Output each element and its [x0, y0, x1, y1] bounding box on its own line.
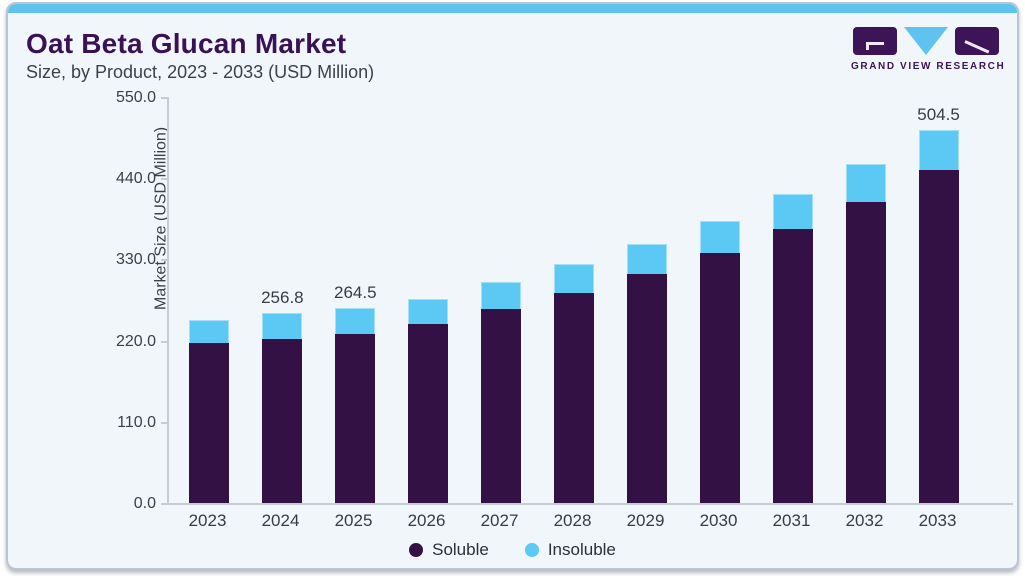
- bar-value-label: 256.8: [261, 288, 304, 307]
- bar-segment-insoluble[interactable]: [335, 308, 376, 334]
- bar-stack: [189, 320, 230, 503]
- y-tick-mark: [161, 503, 169, 505]
- y-tick-mark: [161, 340, 169, 343]
- bar-segment-soluble[interactable]: [481, 309, 522, 503]
- legend-dot-icon: [524, 543, 539, 557]
- y-tick: 110.0: [117, 414, 169, 432]
- y-tick-label: 330.0: [115, 251, 156, 269]
- x-axis-label-2030: 2030: [699, 511, 738, 530]
- logo-v-icon: [904, 27, 948, 55]
- bar-stack: [918, 130, 959, 503]
- x-axis-label-2033: 2033: [918, 511, 957, 530]
- x-axis-label-2031: 2031: [772, 511, 811, 530]
- bar-column-2024: 256.8: [246, 99, 319, 503]
- bar-column-2032: [829, 99, 902, 503]
- x-axis-label-2023: 2023: [188, 511, 227, 530]
- logo-g-icon: [853, 27, 897, 55]
- brand-logo: GRAND VIEW RESEARCH: [851, 26, 1006, 72]
- bar-stack: [335, 308, 376, 503]
- legend: Soluble Insoluble: [8, 540, 1017, 560]
- bar-column-2030: [683, 99, 756, 503]
- y-tick-label: 550.0: [115, 89, 156, 106]
- y-tick: 550.0: [116, 89, 169, 107]
- bar-stack: [553, 264, 594, 503]
- bar-column-2025: 264.5: [319, 99, 392, 503]
- bar-segment-insoluble[interactable]: [845, 164, 886, 202]
- bar-stack: [699, 221, 740, 503]
- x-axis-label-2032: 2032: [845, 511, 884, 530]
- bar-segment-soluble[interactable]: [262, 339, 303, 503]
- legend-dot-icon: [409, 543, 424, 557]
- bar-segment-insoluble[interactable]: [262, 313, 303, 339]
- page-title: Oat Beta Glucan Market: [26, 28, 347, 59]
- y-tick-mark: [161, 97, 169, 99]
- y-tick-label: 0.0: [133, 495, 156, 512]
- y-tick-mark: [161, 178, 169, 181]
- bar-column-2026: [392, 99, 465, 503]
- y-tick: 330.0: [116, 251, 169, 269]
- legend-item-soluble[interactable]: Soluble: [409, 540, 489, 560]
- x-axis-label-2027: 2027: [480, 511, 519, 530]
- logo-r-icon: [955, 27, 999, 55]
- bar-stack: [845, 164, 886, 503]
- bar-segment-insoluble[interactable]: [626, 244, 667, 274]
- bar-segment-insoluble[interactable]: [481, 282, 522, 309]
- bar-segment-insoluble[interactable]: [699, 221, 740, 253]
- y-tick: 440.0: [116, 170, 169, 188]
- x-axis-label-2029: 2029: [626, 511, 665, 530]
- bar-value-label: 264.5: [333, 283, 377, 302]
- bar-stack: [481, 282, 522, 503]
- bar-segment-insoluble[interactable]: [189, 320, 230, 343]
- x-axis-label-2026: 2026: [407, 511, 446, 530]
- chart-card: Oat Beta Glucan Market Size, by Product,…: [6, 2, 1019, 570]
- legend-item-insoluble[interactable]: Insoluble: [524, 540, 616, 560]
- bar-column-2028: [538, 99, 611, 503]
- x-axis-label-2028: 2028: [553, 511, 592, 530]
- bar-column-2027: [465, 99, 538, 503]
- bar-segment-soluble[interactable]: [335, 334, 376, 503]
- y-tick-label: 440.0: [115, 170, 156, 188]
- page-subtitle: Size, by Product, 2023 - 2033 (USD Milli…: [26, 62, 375, 82]
- legend-label: Insoluble: [547, 540, 616, 559]
- accent-top-strip: [8, 4, 1017, 13]
- y-tick-label: 110.0: [117, 413, 156, 431]
- bar-segment-soluble[interactable]: [699, 253, 740, 503]
- bar-column-2031: [756, 99, 829, 503]
- bar-segment-insoluble[interactable]: [772, 194, 813, 229]
- y-tick-label: 220.0: [115, 332, 156, 350]
- legend-label: Soluble: [432, 540, 489, 559]
- bar-column-2029: [610, 99, 683, 503]
- bar-stack: [262, 313, 303, 503]
- y-tick-mark: [161, 421, 169, 424]
- bar-segment-soluble[interactable]: [845, 202, 886, 503]
- y-tick: 0.0: [134, 495, 169, 513]
- bar-stack: [626, 244, 667, 503]
- x-axis-label-2024: 2024: [261, 511, 300, 530]
- bar-stack: [408, 299, 449, 503]
- bar-segment-insoluble[interactable]: [408, 299, 449, 324]
- bar-value-label: 504.5: [917, 105, 960, 124]
- bar-segment-insoluble[interactable]: [553, 264, 594, 293]
- plot-area: 550.0 440.0 330.0 220.0 110.0 0.0 256.8 264.5 5…: [116, 89, 1013, 512]
- bar-column-2023: [173, 99, 246, 503]
- bar-segment-soluble[interactable]: [918, 170, 959, 503]
- bar-segment-soluble[interactable]: [626, 274, 667, 503]
- bar-segment-soluble[interactable]: [772, 229, 813, 503]
- bar-segment-soluble[interactable]: [553, 293, 594, 503]
- bar-column-2033: 504.5: [902, 99, 975, 503]
- bar-segment-insoluble[interactable]: [918, 130, 959, 170]
- bar-segment-soluble[interactable]: [189, 343, 230, 503]
- bar-stack: [772, 194, 813, 503]
- y-tick: 220.0: [116, 333, 169, 351]
- bars-container: 256.8 264.5 504.5: [169, 99, 1013, 503]
- brand-logo-glyphs: [851, 26, 1001, 56]
- bar-segment-soluble[interactable]: [408, 324, 449, 503]
- x-axis-labels: 2023 2024 2025 2026 2027 2028 2029 2030 2031 2032…: [167, 511, 1013, 531]
- y-tick-mark: [161, 259, 169, 262]
- x-axis-label-2025: 2025: [334, 511, 373, 530]
- brand-name: GRAND VIEW RESEARCH: [851, 61, 1006, 72]
